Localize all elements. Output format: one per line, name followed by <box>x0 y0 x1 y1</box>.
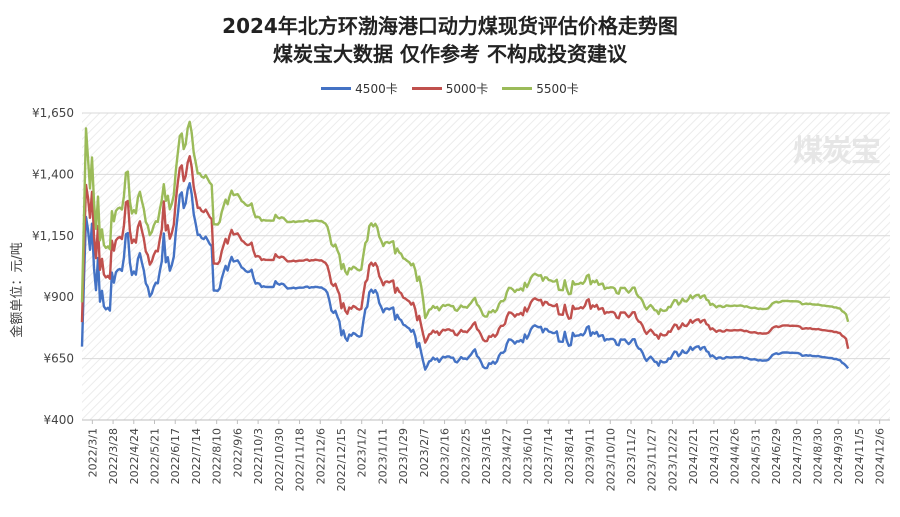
x-tick-label: 2023/9/11 <box>584 428 597 484</box>
x-tick-label: 2024/6/29 <box>770 428 783 484</box>
legend-swatch-5000 <box>411 87 442 90</box>
x-tick-label: 2022/12/6 <box>314 428 327 484</box>
x-tick-label: 2023/7/14 <box>542 428 555 484</box>
x-tick-label: 2023/2/25 <box>459 428 472 484</box>
legend-label-5000: 5000卡 <box>445 82 489 96</box>
x-tick-label: 2022/12/15 <box>335 428 348 491</box>
x-tick-label: 2024/9/30 <box>832 428 845 484</box>
series-layer <box>80 120 850 371</box>
x-tick-label: 2023/1/11 <box>376 428 389 484</box>
x-tick-label: 2024/2/21 <box>687 428 700 484</box>
series-line-2 <box>80 120 850 323</box>
x-tick-label: 2024/11/5 <box>853 428 866 484</box>
legend-label-4500: 4500卡 <box>355 82 398 96</box>
x-tick-label: 2023/2/16 <box>439 428 452 484</box>
x-tick-label: 2022/7/14 <box>190 428 203 484</box>
x-tick-label: 2022/3/28 <box>107 428 120 484</box>
y-tick-label: ¥650 <box>43 352 74 366</box>
y-tick-label: ¥1,150 <box>32 229 74 243</box>
chart-subtitle: 煤炭宝大数据 仅作参考 不构成投资建议 <box>273 42 627 66</box>
series-line-0 <box>80 182 850 371</box>
x-tick-label: 2023/2/7 <box>418 428 431 477</box>
x-tick-label: 2023/1/29 <box>397 428 410 484</box>
x-tick-label: 2024/7/30 <box>791 428 804 484</box>
x-tick-label: 2023/4/27 <box>501 428 514 484</box>
chart-title: 2024年北方环渤海港口动力煤现货评估价格走势图 <box>222 14 678 38</box>
x-tick-label: 2023/12/22 <box>666 428 679 491</box>
plot-area <box>82 112 890 421</box>
x-tick-label: 2023/1/2 <box>356 428 369 477</box>
watermark-logo: 煤炭宝 <box>793 134 881 169</box>
legend-label-5500: 5500卡 <box>536 82 579 96</box>
x-tick-label: 2022/4/24 <box>128 428 141 484</box>
y-tick-label: ¥1,400 <box>32 167 74 181</box>
y-tick-label: ¥1,650 <box>32 106 74 120</box>
y-tick-label: ¥400 <box>43 413 74 427</box>
plot-background <box>82 113 890 420</box>
legend: 4500卡 5000卡 5500卡 <box>0 80 900 97</box>
x-tick-label: 2023/11/27 <box>646 428 659 491</box>
series-line-1 <box>80 155 850 350</box>
x-tick-label: 2023/3/16 <box>480 428 493 484</box>
x-tick-label: 2024/4/26 <box>729 428 742 484</box>
x-tick-label: 2022/3/1 <box>86 428 99 477</box>
legend-item-4500: 4500卡 <box>321 80 398 97</box>
y-axis-label: 金额单位：元/吨 <box>9 242 25 337</box>
x-tick-label: 2022/9/6 <box>231 428 244 477</box>
legend-item-5000: 5000卡 <box>411 80 489 97</box>
x-tick-label: 2024/3/21 <box>708 428 721 484</box>
x-tick-label: 2023/11/2 <box>625 428 638 484</box>
x-tick-label: 2023/8/14 <box>563 428 576 484</box>
x-tick-label: 2024/5/31 <box>749 428 762 484</box>
x-tick-label: 2022/10/30 <box>273 428 286 491</box>
x-tick-label: 2024/12/6 <box>874 428 887 484</box>
x-tick-label: 2023/6/10 <box>521 428 534 484</box>
x-tick-label: 2022/5/21 <box>149 428 162 484</box>
legend-swatch-4500 <box>321 87 352 90</box>
y-tick-label: ¥900 <box>43 290 74 304</box>
x-tick-label: 2022/10/3 <box>252 428 265 484</box>
legend-item-5500: 5500卡 <box>502 80 579 97</box>
x-tick-label: 2022/8/10 <box>211 428 224 484</box>
x-axis: 2022/3/1 2022/3/28 2022/4/24 2022/5/21 2022/… <box>86 420 887 491</box>
legend-swatch-5500 <box>502 87 533 90</box>
x-tick-label: 2022/6/17 <box>169 428 182 484</box>
x-tick-label: 2023/10/10 <box>604 428 617 491</box>
x-tick-label: 2022/11/18 <box>294 428 307 491</box>
x-tick-label: 2024/8/30 <box>811 428 824 484</box>
